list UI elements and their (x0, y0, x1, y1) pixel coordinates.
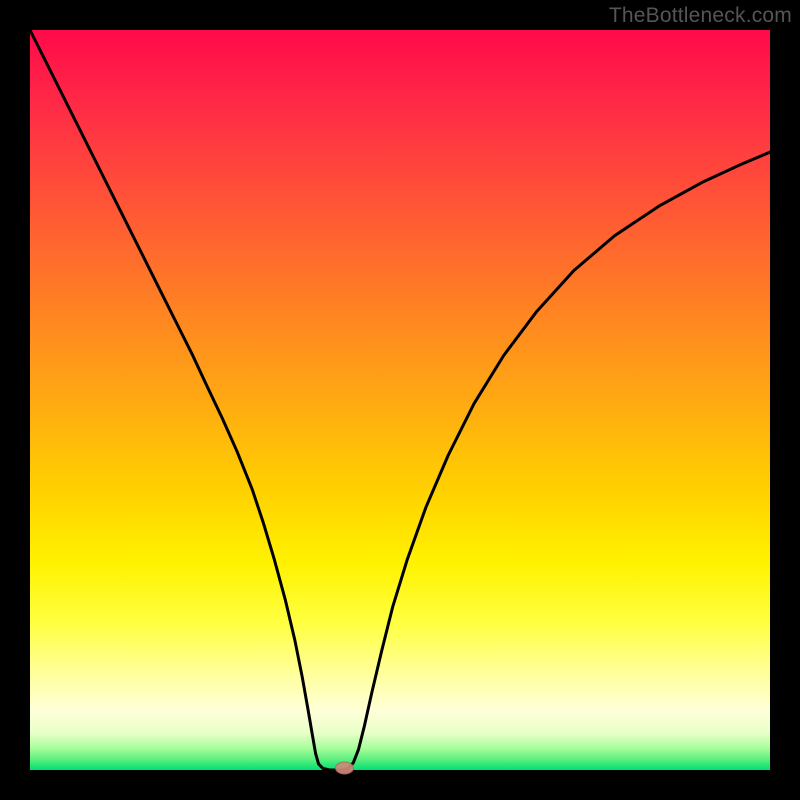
optimal-point-marker (336, 762, 354, 774)
chart-background (30, 30, 770, 770)
watermark-text: TheBottleneck.com (609, 4, 792, 28)
bottleneck-chart: TheBottleneck.com (0, 0, 800, 800)
chart-svg (0, 0, 800, 800)
